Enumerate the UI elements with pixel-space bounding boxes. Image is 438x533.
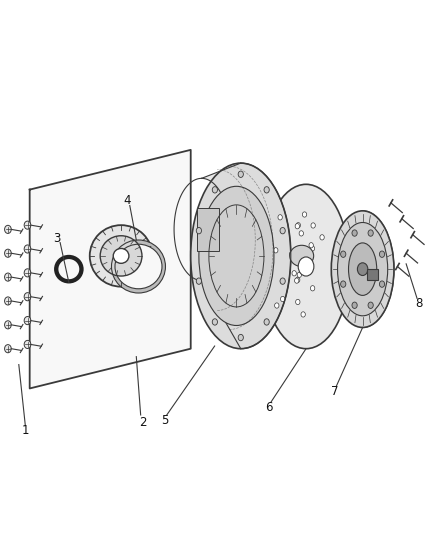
Circle shape [320, 235, 324, 240]
Text: 6: 6 [265, 400, 273, 414]
Circle shape [379, 251, 385, 257]
Circle shape [311, 223, 315, 228]
Circle shape [311, 286, 315, 291]
Circle shape [24, 317, 31, 325]
Ellipse shape [112, 240, 166, 293]
Circle shape [196, 278, 201, 284]
Circle shape [24, 293, 31, 301]
Polygon shape [197, 208, 219, 251]
Text: 3: 3 [53, 232, 61, 245]
Circle shape [212, 187, 218, 193]
Circle shape [297, 272, 301, 278]
Polygon shape [30, 150, 191, 389]
Text: 1: 1 [21, 424, 29, 438]
Circle shape [336, 288, 341, 294]
Circle shape [290, 252, 294, 257]
Circle shape [274, 248, 278, 253]
Ellipse shape [54, 255, 84, 284]
Ellipse shape [191, 163, 291, 349]
Text: 5: 5 [161, 414, 168, 427]
Circle shape [368, 302, 373, 309]
Circle shape [24, 245, 31, 253]
Circle shape [300, 247, 305, 252]
Ellipse shape [113, 248, 129, 263]
Text: 8: 8 [416, 297, 423, 310]
Circle shape [339, 249, 343, 255]
Ellipse shape [90, 225, 152, 287]
Circle shape [292, 271, 297, 276]
Circle shape [336, 241, 340, 246]
Circle shape [196, 228, 201, 234]
Circle shape [336, 277, 340, 282]
Circle shape [341, 251, 346, 257]
Circle shape [238, 171, 244, 177]
FancyBboxPatch shape [367, 269, 378, 280]
Text: 7: 7 [331, 385, 338, 398]
Circle shape [280, 296, 285, 302]
Ellipse shape [100, 236, 142, 276]
Ellipse shape [199, 187, 274, 326]
Circle shape [264, 187, 269, 193]
Ellipse shape [115, 244, 162, 289]
Circle shape [341, 255, 345, 260]
Circle shape [310, 246, 314, 251]
Circle shape [4, 225, 11, 233]
Circle shape [352, 302, 357, 309]
Circle shape [352, 230, 357, 236]
Circle shape [4, 273, 11, 281]
Circle shape [4, 249, 11, 257]
Ellipse shape [58, 259, 79, 279]
Polygon shape [201, 163, 291, 349]
Circle shape [212, 319, 218, 325]
Ellipse shape [290, 245, 314, 266]
Circle shape [296, 300, 300, 305]
Circle shape [368, 230, 373, 236]
Circle shape [238, 334, 244, 341]
Circle shape [294, 278, 299, 283]
Circle shape [280, 278, 285, 284]
Circle shape [299, 231, 304, 236]
Circle shape [24, 269, 31, 277]
Circle shape [379, 281, 385, 287]
Circle shape [309, 243, 313, 248]
Circle shape [341, 281, 346, 287]
Circle shape [301, 312, 305, 317]
Circle shape [275, 303, 279, 308]
Text: 2: 2 [139, 416, 147, 430]
Circle shape [280, 228, 285, 234]
Circle shape [357, 263, 368, 276]
Circle shape [24, 341, 31, 349]
Ellipse shape [331, 211, 394, 327]
Ellipse shape [349, 243, 377, 295]
Circle shape [264, 319, 269, 325]
Ellipse shape [262, 184, 350, 349]
Circle shape [4, 297, 11, 305]
Circle shape [296, 223, 300, 228]
Circle shape [295, 223, 300, 229]
Circle shape [278, 215, 283, 220]
Circle shape [4, 321, 11, 329]
Ellipse shape [338, 222, 388, 316]
Circle shape [24, 221, 31, 229]
Circle shape [338, 236, 342, 241]
Circle shape [302, 212, 307, 217]
Circle shape [298, 257, 314, 276]
Circle shape [335, 275, 339, 280]
Circle shape [4, 345, 11, 353]
Polygon shape [347, 211, 394, 327]
Text: 4: 4 [124, 193, 131, 207]
Circle shape [296, 277, 300, 282]
